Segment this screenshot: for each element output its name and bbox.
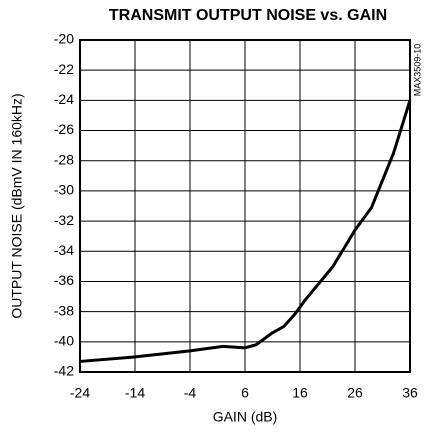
y-tick-label: -30	[54, 182, 74, 198]
y-axis-label: OUTPUT NOISE (dBmV IN 160kHz)	[9, 93, 25, 318]
y-tick-label: -42	[54, 363, 74, 379]
y-tick-label: -40	[54, 333, 74, 349]
x-tick-label: -4	[184, 385, 197, 401]
y-tick-label: -26	[54, 121, 74, 137]
x-tick-label: 6	[241, 385, 249, 401]
x-tick-label: -24	[70, 385, 90, 401]
x-tick-label: 26	[347, 385, 363, 401]
y-tick-label: -38	[54, 302, 74, 318]
x-tick-label: 16	[292, 385, 308, 401]
y-tick-label: -28	[54, 151, 74, 167]
x-axis-label: GAIN (dB)	[213, 409, 278, 425]
part-number: MAX3509-10	[412, 44, 422, 97]
y-tick-label: -22	[54, 61, 74, 77]
y-tick-label: -24	[54, 91, 74, 107]
y-tick-label: -34	[54, 242, 74, 258]
x-tick-label: -14	[125, 385, 145, 401]
x-tick-label: 36	[402, 385, 418, 401]
y-tick-label: -36	[54, 272, 74, 288]
y-tick-label: -32	[54, 212, 74, 228]
y-tick-label: -20	[54, 31, 74, 47]
chart-title: TRANSMIT OUTPUT NOISE vs. GAIN	[109, 7, 387, 24]
plot-frame	[79, 39, 411, 373]
data-line	[79, 99, 412, 363]
